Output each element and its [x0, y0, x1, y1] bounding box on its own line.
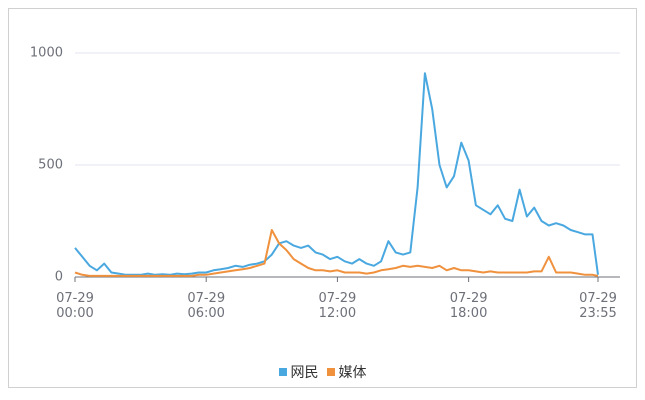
legend-label: 网民: [290, 365, 319, 381]
x-tick-label: 07-29 12:00: [318, 291, 357, 321]
legend-label: 媒体: [338, 365, 367, 381]
chart-frame: [8, 8, 637, 388]
legend-item: 媒体: [326, 362, 367, 382]
x-tick-label: 07-29 06:00: [187, 291, 226, 321]
legend-swatch: [278, 368, 287, 376]
x-tick-label: 07-29 18:00: [449, 291, 488, 321]
series-line: [74, 229, 599, 277]
x-tick-label: 07-29 23:55: [579, 291, 617, 321]
legend-swatch: [326, 368, 335, 376]
y-tick-label: 1000: [30, 46, 63, 61]
series-line: [74, 72, 599, 276]
legend: 网民 媒体: [0, 362, 645, 382]
y-tick-label: 0: [55, 270, 63, 285]
legend-item: 网民: [278, 362, 319, 382]
y-tick-label: 500: [38, 158, 63, 173]
x-tick-label: 07-29 00:00: [56, 291, 94, 321]
